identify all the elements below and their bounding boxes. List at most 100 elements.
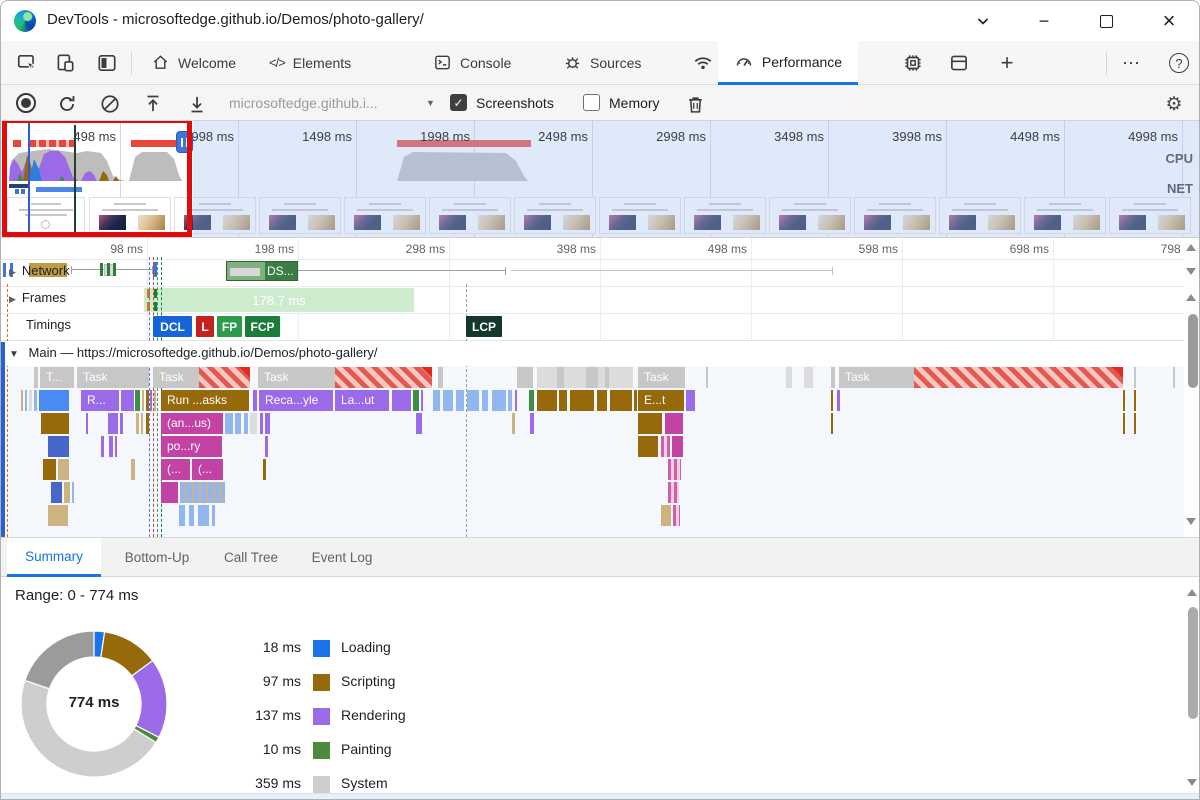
flame-bar[interactable] [48, 505, 68, 526]
flame-bar[interactable] [831, 367, 835, 388]
network-conditions-button[interactable] [689, 49, 717, 77]
tab-event-log[interactable]: Event Log [311, 550, 373, 565]
flame-bar[interactable] [665, 413, 683, 434]
tab-elements[interactable]: </> Elements [269, 41, 351, 84]
flame-bar[interactable]: Run ...asks [161, 390, 249, 411]
flame-bar[interactable] [101, 436, 104, 457]
flame-bar[interactable] [482, 390, 488, 411]
timing-badge-fp[interactable]: FP [217, 316, 242, 337]
device-emulation-button[interactable] [51, 49, 79, 77]
flame-bar[interactable] [41, 413, 69, 434]
flame-bar[interactable] [467, 390, 479, 411]
flame-bar[interactable] [51, 482, 62, 503]
flame-bar[interactable] [34, 367, 38, 388]
flame-bar[interactable]: (an...us) [161, 413, 223, 434]
flame-bar[interactable] [672, 436, 683, 457]
flame-bar[interactable]: Task [839, 367, 1123, 388]
network-request-bar[interactable] [29, 263, 67, 277]
flame-bar[interactable] [537, 390, 557, 411]
flame-bar[interactable] [146, 390, 149, 411]
flame-bar[interactable]: R... [81, 390, 119, 411]
tab-summary[interactable]: Summary [7, 538, 101, 577]
flame-bar[interactable] [831, 390, 833, 411]
flame-bar[interactable]: Task [638, 367, 685, 388]
flame-bar[interactable]: (... [192, 459, 223, 480]
flame-bar[interactable] [570, 390, 594, 411]
dock-menu-button[interactable] [966, 7, 1000, 35]
flame-bar[interactable] [108, 413, 118, 434]
flame-bar[interactable] [265, 436, 268, 457]
frame-duration-bar[interactable]: 178.7 ms [144, 288, 414, 312]
scroll-down-button[interactable] [1186, 518, 1196, 525]
flame-bar[interactable] [673, 505, 680, 526]
filmstrip-frame[interactable] [7, 197, 85, 234]
flame-bar[interactable] [109, 436, 113, 457]
flame-bar[interactable] [253, 390, 257, 411]
filmstrip-frame[interactable] [344, 197, 426, 234]
filmstrip-frame[interactable] [259, 197, 341, 234]
flame-bar[interactable] [142, 390, 144, 411]
flame-bar[interactable] [1173, 367, 1175, 388]
timing-badge-dcl[interactable]: DCL [153, 316, 192, 337]
filmstrip-frame[interactable] [599, 197, 681, 234]
flame-bar[interactable] [1123, 413, 1125, 434]
flame-bar[interactable] [34, 390, 37, 411]
flame-bar[interactable] [512, 413, 515, 434]
flame-bar[interactable] [1134, 367, 1136, 388]
flame-bar[interactable] [586, 367, 598, 388]
flame-bar[interactable] [508, 390, 512, 411]
filmstrip-frame[interactable] [429, 197, 511, 234]
flame-bar[interactable] [517, 367, 533, 388]
flame-bar[interactable] [433, 390, 440, 411]
add-tab-button[interactable]: + [993, 49, 1021, 77]
more-options-button[interactable]: ⋯ [1117, 49, 1145, 77]
tab-console[interactable]: Console [433, 41, 511, 84]
scroll-up-button[interactable] [1187, 589, 1197, 596]
flame-bar[interactable] [260, 413, 263, 434]
tab-performance[interactable]: Performance [718, 41, 858, 85]
flame-bar[interactable] [161, 482, 178, 503]
flame-bar[interactable] [804, 367, 813, 388]
close-button[interactable]: × [1152, 7, 1186, 35]
flame-bar[interactable] [179, 505, 185, 526]
flame-bar[interactable] [64, 482, 70, 503]
clear-recording-button[interactable] [97, 91, 123, 117]
flame-bar[interactable] [492, 390, 506, 411]
tab-sources[interactable]: Sources [563, 41, 641, 84]
minimize-button[interactable]: − [1027, 7, 1061, 35]
timing-badge-l[interactable]: L [196, 316, 214, 337]
timing-badge-lcp[interactable]: LCP [466, 316, 502, 337]
flame-bar[interactable] [115, 436, 117, 457]
flame-bar[interactable] [1134, 413, 1136, 434]
flame-bar[interactable] [610, 390, 632, 411]
scroll-down-button[interactable] [1187, 779, 1197, 786]
flame-bar[interactable]: Task [258, 367, 432, 388]
flame-bar[interactable] [154, 390, 156, 411]
flame-bar[interactable] [634, 390, 637, 411]
flame-bar[interactable] [250, 413, 257, 434]
flame-bar[interactable] [416, 413, 422, 434]
flame-bar[interactable] [1134, 390, 1136, 411]
flame-bar[interactable] [597, 390, 607, 411]
filmstrip-frame[interactable] [1024, 197, 1106, 234]
scroll-down-button[interactable] [1186, 268, 1196, 275]
flame-bar[interactable] [421, 390, 423, 411]
flame-bar[interactable] [131, 459, 135, 480]
history-dropdown[interactable]: microsoftedge.github.i... ▼ [229, 95, 435, 113]
flame-bar[interactable]: (... [161, 459, 190, 480]
flame-bar[interactable] [392, 390, 411, 411]
flame-bar[interactable] [668, 459, 681, 480]
flame-bar[interactable] [39, 390, 69, 411]
activity-bar-toggle-button[interactable] [93, 49, 121, 77]
flame-bar[interactable] [661, 436, 670, 457]
filmstrip-frame[interactable] [514, 197, 596, 234]
flame-bar[interactable]: T... [40, 367, 74, 388]
flame-bar[interactable] [686, 390, 695, 411]
load-profile-button[interactable] [140, 91, 166, 117]
flame-bar[interactable] [25, 390, 27, 411]
flame-bar[interactable] [198, 505, 209, 526]
flame-bar[interactable] [831, 413, 833, 434]
flame-bar[interactable] [605, 367, 609, 388]
track-frames[interactable]: ▶ Frames [9, 290, 66, 305]
flame-bar[interactable] [263, 459, 266, 480]
